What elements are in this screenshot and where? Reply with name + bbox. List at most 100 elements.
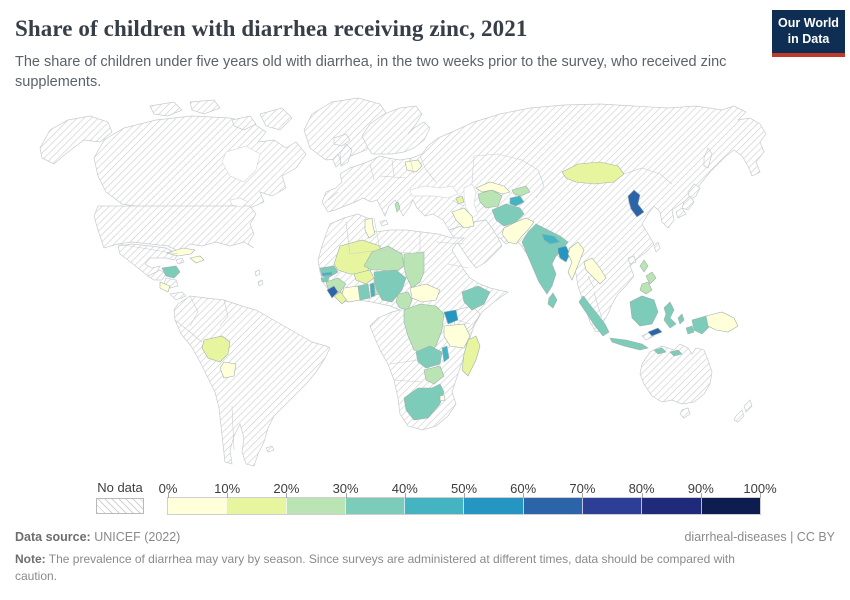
legend-no-data-swatch[interactable]	[96, 498, 144, 514]
philippines-region	[645, 271, 657, 285]
iceland-region	[333, 133, 351, 147]
arabia-region	[448, 219, 503, 269]
legend-tick	[286, 493, 288, 498]
cuba-region	[165, 247, 196, 257]
great-britain-region	[339, 143, 353, 167]
great-lakes	[229, 197, 249, 208]
burkina-faso-region	[353, 269, 375, 285]
legend-tick-label: 40%	[391, 481, 418, 496]
legend-tick-label: 80%	[628, 481, 655, 496]
owid-logo-line1: Our World	[778, 16, 839, 30]
legend-tick	[700, 493, 702, 498]
philippines-region	[639, 259, 649, 273]
costa-rica-region	[159, 281, 171, 293]
ghana-region	[357, 283, 371, 301]
page-title: Share of children with diarrhea receivin…	[15, 16, 528, 41]
sierra-leone-region	[326, 285, 339, 299]
legend-color-segment[interactable]	[463, 498, 523, 514]
timor-leste-region	[647, 327, 663, 337]
antilles-islet	[254, 269, 261, 277]
note-text: The prevalence of diarrhea may vary by s…	[15, 552, 735, 584]
maluku-region	[677, 313, 685, 325]
country-borders	[117, 153, 673, 451]
west-papua-region	[691, 315, 711, 335]
owid-logo[interactable]: Our World in Data	[772, 10, 845, 57]
central-african-republic-region	[409, 283, 441, 303]
chad-region	[403, 251, 425, 289]
legend-tick-label: 30%	[332, 481, 359, 496]
legend-color-segment[interactable]	[641, 498, 701, 514]
legend-tick-label: 70%	[569, 481, 596, 496]
legend-tick	[582, 493, 584, 498]
legend-tick	[523, 493, 525, 498]
guatemala-region	[147, 269, 167, 281]
legend-tick	[641, 493, 643, 498]
togo-region	[369, 282, 376, 298]
owid-logo-line2: in Data	[787, 31, 830, 46]
sicily-region	[379, 219, 389, 227]
scandinavia-region	[361, 105, 431, 155]
japan-region	[681, 195, 695, 211]
panama-region	[169, 291, 187, 301]
sri-lanka-region	[547, 292, 558, 309]
black-sea	[409, 185, 459, 199]
legend-color-segment[interactable]	[522, 498, 583, 514]
japan-region	[675, 207, 687, 219]
legend-color-segment[interactable]	[285, 498, 345, 514]
hainan-region	[627, 255, 637, 265]
kalimantan-region	[629, 295, 659, 327]
myanmar-region	[567, 241, 585, 281]
kyrgyzstan-region	[511, 185, 531, 197]
legend-color-segment[interactable]	[700, 498, 760, 514]
data-source-line: Data source: UNICEF (2022)	[15, 530, 180, 544]
world-map[interactable]	[28, 96, 822, 472]
ethiopia-region	[461, 285, 491, 311]
antilles-islet	[257, 279, 264, 287]
australia-region	[639, 343, 713, 405]
arctic-island	[189, 99, 221, 115]
canada-region	[93, 115, 307, 209]
legend-color-segment[interactable]	[582, 498, 642, 514]
maluku-region	[685, 325, 695, 335]
legend-color-bar[interactable]	[167, 497, 761, 515]
data-source-label: Data source:	[15, 530, 91, 544]
legend-tick-label: 50%	[450, 481, 478, 496]
arctic-island	[149, 101, 183, 117]
data-countries[interactable]	[159, 159, 739, 421]
legend-tick	[404, 493, 406, 498]
tanzania-region	[443, 323, 471, 349]
legend-tick-label: 0%	[158, 481, 178, 496]
pakistan-region	[501, 217, 535, 245]
sakhalin-region	[703, 147, 713, 169]
madagascar-region	[461, 335, 481, 377]
legend-tick	[345, 493, 347, 498]
iraq-region	[451, 207, 475, 229]
laos-region	[583, 257, 607, 285]
sulawesi-region	[663, 301, 677, 329]
license-link[interactable]: diarrheal-diseases | CC BY	[684, 530, 835, 544]
legend-tick	[464, 493, 465, 498]
lesser-sunda-region	[653, 347, 667, 355]
nepal-region	[541, 233, 561, 245]
data-source-value: UNICEF (2022)	[90, 530, 181, 544]
legend-color-segment[interactable]	[168, 498, 227, 514]
new-zealand-region	[743, 399, 753, 413]
baffin-island	[259, 107, 293, 131]
tasmania-region	[679, 407, 691, 419]
usa-region	[93, 205, 257, 253]
legend-color-segment[interactable]	[226, 498, 286, 514]
paraguay-region	[219, 361, 237, 379]
alaska-region	[39, 115, 113, 165]
note-label: Note:	[15, 552, 46, 566]
legend-tick-label: 90%	[687, 481, 714, 496]
gambia-region	[321, 271, 333, 277]
page-subtitle: The share of children under five years o…	[15, 54, 727, 91]
afghanistan-region	[491, 203, 525, 227]
legend-color-segment[interactable]	[404, 498, 464, 514]
legend-color-segment[interactable]	[344, 498, 405, 514]
mexico-region	[117, 243, 179, 277]
uzbekistan-region	[475, 181, 511, 195]
java-region	[609, 337, 649, 351]
caspian-sea	[463, 183, 479, 219]
